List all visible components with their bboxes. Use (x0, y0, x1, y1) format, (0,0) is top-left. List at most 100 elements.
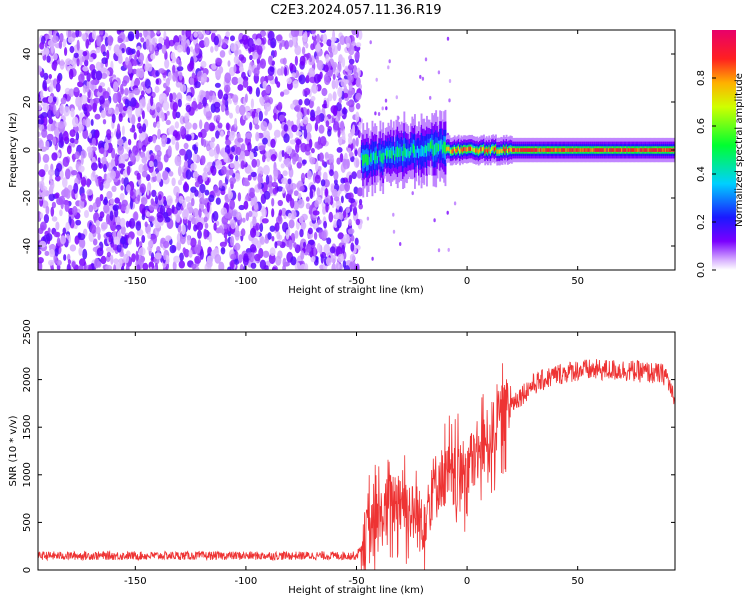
spectrogram-noise-cell (116, 244, 122, 253)
spectrogram-noise-cell (203, 167, 208, 173)
spectrogram-noise-cell (265, 85, 271, 94)
spectrogram-noise-cell (218, 225, 224, 234)
spectrogram-noise-cell (240, 143, 246, 153)
spectrogram-noise-cell (86, 189, 93, 196)
spectrogram-noise-cell (337, 130, 341, 138)
spectrogram-noise-cell (135, 30, 140, 40)
spectrogram-noise-cell (265, 174, 270, 185)
spectrogram-band-cell (520, 148, 523, 152)
spectrogram-noise-cell (199, 249, 204, 260)
spectrogram-band-cell (448, 147, 451, 152)
spectrogram-band-cell (390, 147, 392, 158)
spectrogram-noise-cell (228, 187, 232, 196)
spectrogram-band-cell (643, 148, 646, 152)
spectrogram-noise-cell (185, 104, 192, 113)
spectrogram-noise-cell (60, 136, 64, 146)
spectrogram-noise-cell (175, 111, 181, 119)
spectrogram-noise-cell (249, 252, 255, 263)
spectrogram-noise-cell (39, 42, 45, 50)
spectrogram-noise-cell (292, 79, 299, 89)
spectrogram-noise-cell (303, 241, 306, 248)
spectrogram-band-cell (647, 148, 650, 152)
spectrogram-noise-cell (231, 76, 239, 86)
spectrogram-noise-cell (446, 210, 449, 215)
spectrogram-noise-cell (142, 123, 147, 133)
spectrogram-band-cell (460, 147, 463, 152)
spectrogram-noise-cell (341, 244, 346, 254)
spectrogram-noise-cell (80, 176, 87, 187)
spectrogram-noise-cell (348, 174, 353, 185)
spectrogram-noise-cell (329, 52, 334, 58)
spectrogram-band-cell (637, 148, 639, 152)
spectrogram-noise-cell (138, 133, 146, 141)
snr-x-tick-label: 50 (571, 576, 584, 587)
spectrogram-noise-cell (253, 238, 257, 246)
spectrogram-noise-cell (139, 183, 146, 194)
spectrogram-noise-cell (193, 224, 198, 232)
spectrogram-band-cell (591, 148, 594, 152)
spectrogram-noise-cell (323, 100, 327, 109)
spectrogram-noise-cell (123, 253, 129, 264)
snr-y-tick-label: 2000 (22, 367, 33, 392)
spectrogram-noise-cell (125, 56, 129, 66)
figure-title: C2E3.2024.057.11.36.R19 (270, 3, 441, 18)
spectrogram-noise-cell (78, 264, 84, 270)
spectrogram-noise-cell (110, 158, 115, 168)
spectrogram-noise-cell (329, 169, 334, 177)
spectrogram-noise-cell (199, 183, 206, 194)
spectrogram-noise-cell (313, 246, 317, 257)
spectrogram-noise-cell (229, 130, 236, 139)
spectrogram-noise-cell (281, 150, 285, 158)
spectrogram-noise-cell (238, 54, 245, 61)
spectrogram-noise-cell (45, 34, 50, 40)
spectrogram-noise-cell (62, 130, 69, 142)
spectrogram-noise-cell (77, 232, 82, 239)
spectrogram-noise-cell (283, 124, 288, 132)
spectrogram-noise-cell (194, 189, 199, 197)
spectrogram-noise-cell (256, 63, 261, 70)
spectrogram-noise-cell (336, 147, 343, 153)
spectrogram-noise-cell (267, 30, 275, 41)
spectrogram-noise-cell (358, 203, 364, 210)
spectrogram-noise-cell (282, 187, 286, 194)
spectrogram-noise-cell (331, 188, 338, 198)
spectrogram-noise-cell (448, 79, 452, 83)
spectrogram-noise-cell (245, 132, 252, 140)
spectrogram-band-cell (504, 148, 507, 153)
spectrogram-band-cell (399, 148, 402, 157)
spectrogram-noise-cell (194, 43, 200, 54)
spectrogram-noise-cell (306, 52, 311, 59)
spectrogram-noise-cell (56, 237, 61, 247)
spectrogram-noise-cell (157, 161, 163, 172)
spectrogram-noise-cell (317, 136, 322, 145)
spectrogram-band-cell (630, 148, 633, 152)
spectrogram-noise-cell (343, 79, 349, 85)
spectrogram-band-cell (512, 148, 515, 152)
spectrogram-noise-cell (112, 204, 120, 211)
spectrogram-noise-cell (106, 190, 113, 200)
spectrogram-noise-cell (287, 212, 293, 219)
spectrogram-band-cell (540, 148, 542, 152)
spectrogram-noise-cell (258, 110, 263, 122)
spectrogram-noise-cell (309, 56, 313, 63)
spectrogram-noise-cell (127, 237, 132, 245)
spectrogram-noise-cell (280, 163, 285, 169)
spectrogram-noise-cell (342, 159, 350, 170)
snr-y-ticks: 0 500 1000 1500 2000 2500 (22, 319, 675, 573)
spectrogram-noise-cell (421, 76, 425, 81)
spectrogram-noise-cell (173, 255, 181, 263)
colorbar-ticks: 0.0 0.2 0.4 0.6 0.8 (696, 70, 716, 278)
spectrogram-noise-cell (271, 235, 275, 242)
spectrogram-noise-cell (124, 98, 129, 109)
spectrogram-noise-cell (192, 144, 197, 151)
spectrogram-noise-cell (88, 132, 92, 139)
spectrogram-noise-cell (191, 216, 196, 225)
spectrogram-band-cell (587, 148, 590, 152)
spectrogram-noise-cell (68, 68, 74, 80)
spectrogram-noise-cell (75, 219, 82, 226)
spectrogram-noise-cell (161, 44, 167, 54)
spectrogram-noise-cell (253, 201, 259, 211)
spectrogram-noise-cell (185, 95, 192, 102)
spectrogram-noise-cell (191, 72, 196, 79)
spectrogram-noise-cell (43, 213, 50, 224)
